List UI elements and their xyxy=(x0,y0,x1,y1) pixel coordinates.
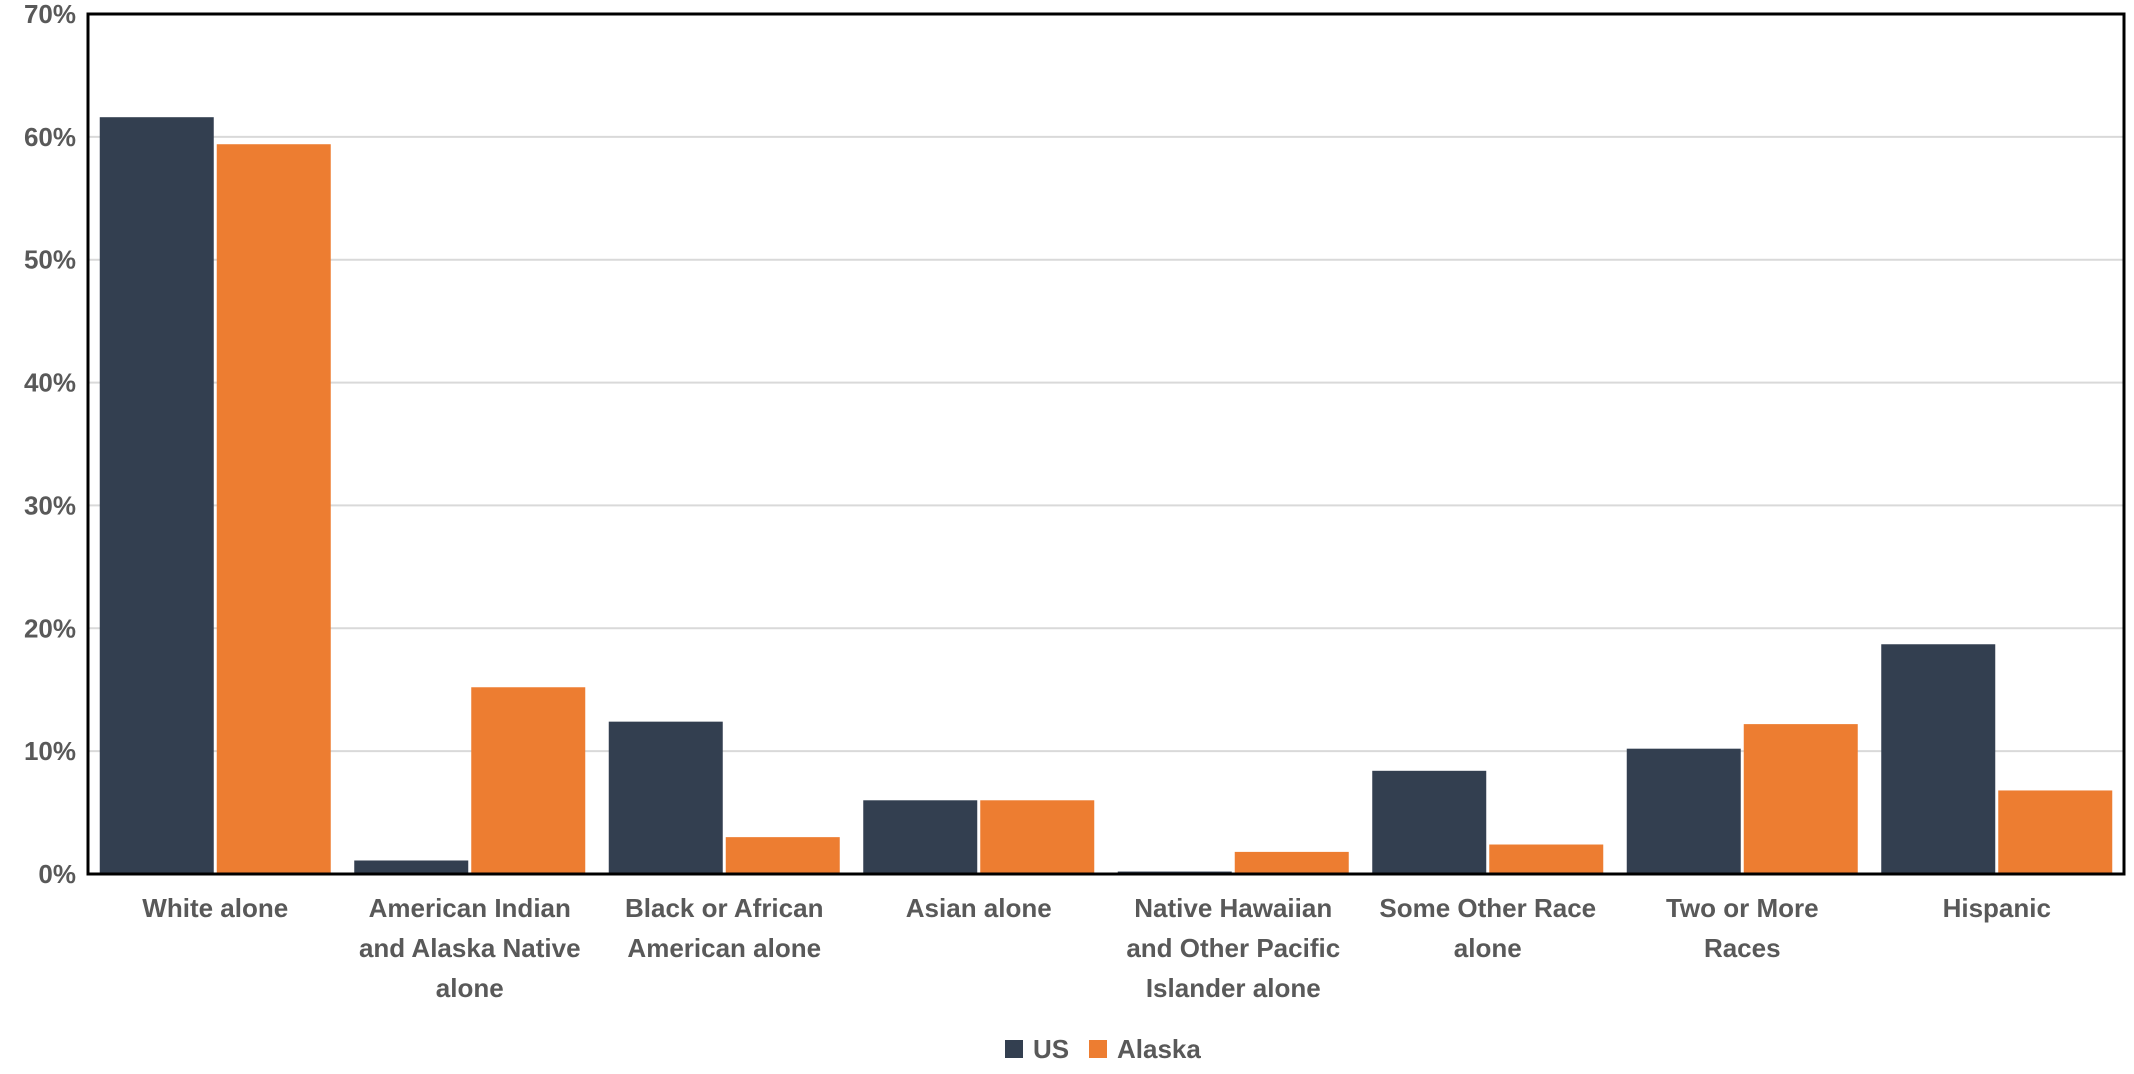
bar xyxy=(1372,770,1487,874)
y-axis-tick-labels: 0% 10% 20% 30% 40% 50% 60% 70% xyxy=(24,0,76,889)
y-tick-label: 30% xyxy=(24,490,76,520)
bar xyxy=(354,860,469,874)
y-tick-label: 0% xyxy=(38,859,76,889)
bar xyxy=(1234,851,1349,874)
x-category-label: Asian alone xyxy=(906,893,1052,923)
legend-item: Alaska xyxy=(1089,1034,1201,1064)
legend-item: US xyxy=(1005,1034,1069,1064)
bar xyxy=(1881,644,1996,874)
gridlines xyxy=(88,135,2124,753)
x-category-label: American Indian and Alaska Native alone xyxy=(359,893,581,1003)
y-tick-label: 10% xyxy=(24,736,76,766)
bar xyxy=(1489,844,1604,874)
bar xyxy=(863,800,978,874)
y-tick-label: 40% xyxy=(24,368,76,398)
bar xyxy=(216,144,331,874)
x-category-label: Some Other Race alone xyxy=(1379,893,1596,963)
plot-area-border xyxy=(86,12,2126,876)
bar xyxy=(1743,724,1858,874)
bar xyxy=(1626,748,1741,874)
plot-frame xyxy=(86,12,2126,876)
y-tick-label: 50% xyxy=(24,245,76,275)
x-category-label: Black or African American alone xyxy=(625,893,823,963)
bar xyxy=(608,721,723,874)
x-category-label: Hispanic xyxy=(1943,893,2051,923)
legend-label: Alaska xyxy=(1117,1034,1201,1064)
legend-swatch xyxy=(1005,1040,1023,1058)
x-category-label: White alone xyxy=(142,893,288,923)
y-tick-label: 20% xyxy=(24,613,76,643)
bars xyxy=(99,117,2113,874)
bar xyxy=(471,687,586,874)
x-axis-category-labels: White alone American Indian and Alaska Nat… xyxy=(142,893,2051,1003)
bar xyxy=(725,837,840,874)
legend-label: US xyxy=(1033,1034,1069,1064)
x-category-label: Two or More Races xyxy=(1666,893,1819,963)
legend: US Alaska xyxy=(1005,1034,1201,1064)
y-tick-label: 60% xyxy=(24,122,76,152)
bar xyxy=(99,117,214,874)
x-category-label: Native Hawaiian and Other Pacific Islander… xyxy=(1126,893,1340,1003)
y-tick-label: 70% xyxy=(24,0,76,29)
bar xyxy=(980,800,1095,874)
legend-swatch xyxy=(1089,1040,1107,1058)
bar xyxy=(1998,790,2113,874)
